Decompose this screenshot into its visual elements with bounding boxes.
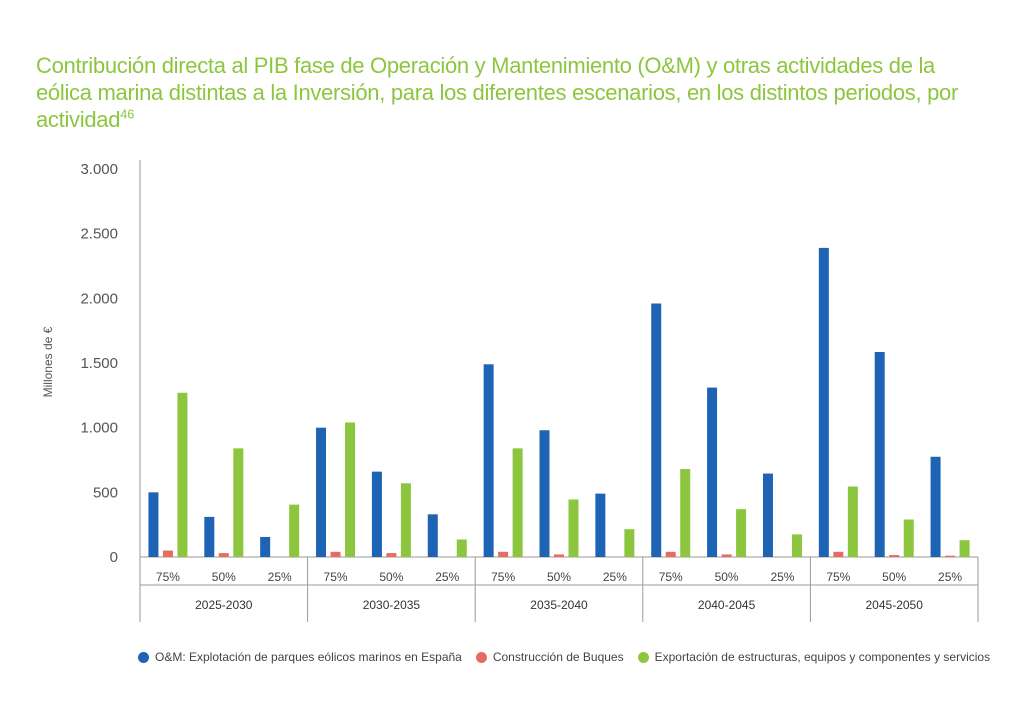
chart-title: Contribución directa al PIB fase de Oper… bbox=[36, 52, 996, 133]
scenario-label: 50% bbox=[379, 570, 403, 584]
legend: O&M: Explotación de parques eólicos mari… bbox=[138, 650, 1004, 664]
bar-buques bbox=[945, 555, 956, 557]
bar-exportacion bbox=[400, 483, 411, 557]
bar-exportacion bbox=[791, 534, 802, 557]
legend-item: Construcción de Buques bbox=[475, 650, 624, 664]
y-tick-label: 2.500 bbox=[80, 226, 118, 243]
y-tick-label: 0 bbox=[110, 549, 118, 566]
bar-om bbox=[316, 427, 327, 557]
scenario-label: 50% bbox=[212, 570, 236, 584]
scenario-label: 75% bbox=[156, 570, 180, 584]
scenario-label: 75% bbox=[826, 570, 850, 584]
bar-exportacion bbox=[959, 540, 970, 557]
bar-om bbox=[483, 364, 494, 557]
group-label: 2045-2050 bbox=[866, 598, 924, 612]
scenario-label: 50% bbox=[715, 570, 739, 584]
y-tick-label: 1.500 bbox=[80, 355, 118, 372]
y-tick-label: 1.000 bbox=[80, 420, 118, 437]
bar-exportacion bbox=[289, 504, 300, 557]
bar-buques bbox=[889, 555, 900, 557]
legend-marker bbox=[637, 651, 649, 663]
group-label: 2025-2030 bbox=[195, 598, 253, 612]
legend-marker bbox=[138, 651, 149, 663]
legend-item: Exportación de estructuras, equipos y co… bbox=[637, 650, 991, 664]
bar-buques bbox=[330, 551, 341, 557]
legend-label: O&M: Explotación de parques eólicos mari… bbox=[155, 650, 462, 664]
scenario-label: 75% bbox=[491, 570, 515, 584]
bar-buques bbox=[721, 554, 732, 557]
bar-om bbox=[818, 247, 829, 558]
y-axis-ticks: 0 500 1.000 1.500 2.000 2.500 3.000 bbox=[80, 161, 118, 566]
y-tick-label: 2.000 bbox=[80, 290, 118, 307]
scenario-label: 25% bbox=[603, 570, 627, 584]
y-tick-label: 3.000 bbox=[80, 161, 118, 178]
bar-om bbox=[874, 352, 885, 557]
bar-om bbox=[707, 387, 718, 557]
bar-exportacion bbox=[903, 519, 914, 557]
bar-exportacion bbox=[456, 539, 467, 557]
bar-chart: 0 500 1.000 1.500 2.000 2.500 3.000 Millones d… bbox=[41, 160, 979, 622]
bar-exportacion bbox=[233, 448, 244, 557]
bar-buques bbox=[218, 553, 229, 557]
scenario-label: 75% bbox=[659, 570, 683, 584]
bar-om bbox=[148, 492, 159, 557]
group-label: 2040-2045 bbox=[698, 598, 756, 612]
y-tick-label: 500 bbox=[93, 484, 118, 501]
legend-item: O&M: Explotación de parques eólicos mari… bbox=[138, 650, 462, 664]
bar-om bbox=[930, 456, 941, 557]
scenario-label: 25% bbox=[770, 570, 794, 584]
title-footnote: 46 bbox=[120, 106, 135, 122]
bar-exportacion bbox=[680, 469, 691, 557]
bar-buques bbox=[498, 551, 509, 557]
legend-label: Construcción de Buques bbox=[492, 650, 624, 664]
bar-om bbox=[651, 303, 662, 557]
scenario-label: 50% bbox=[547, 570, 571, 584]
bar-exportacion bbox=[568, 499, 579, 557]
chart-title-text: Contribución directa al PIB fase de Oper… bbox=[36, 53, 959, 132]
scenario-label: 75% bbox=[324, 570, 348, 584]
legend-marker bbox=[475, 651, 487, 663]
group-label: 2030-2035 bbox=[363, 598, 421, 612]
x-axis-labels: 2025-2030 75% 50% 25% 2030-2035 75% 50% 25% 2035… bbox=[156, 570, 962, 612]
bar-exportacion bbox=[345, 422, 356, 557]
bar-exportacion bbox=[624, 529, 635, 557]
bar-exportacion bbox=[512, 448, 523, 557]
group-label: 2035-2040 bbox=[530, 598, 588, 612]
legend-label: Exportación de estructuras, equipos y co… bbox=[654, 650, 991, 664]
scenario-label: 25% bbox=[268, 570, 292, 584]
bar-om bbox=[371, 471, 382, 557]
bar-buques bbox=[833, 551, 844, 557]
y-axis-label: Millones de € bbox=[41, 326, 55, 397]
bar-exportacion bbox=[736, 509, 747, 557]
scenario-label: 25% bbox=[938, 570, 962, 584]
bar-exportacion bbox=[847, 486, 858, 557]
bar-om bbox=[204, 516, 215, 557]
bars bbox=[148, 247, 970, 558]
scenario-label: 25% bbox=[435, 570, 459, 584]
bar-buques bbox=[162, 550, 173, 557]
scenario-label: 50% bbox=[882, 570, 906, 584]
bar-om bbox=[260, 536, 271, 557]
bar-om bbox=[595, 493, 606, 557]
bar-om bbox=[427, 514, 438, 557]
bar-buques bbox=[386, 553, 397, 557]
bar-om bbox=[762, 473, 773, 557]
bar-buques bbox=[665, 551, 676, 557]
bar-buques bbox=[554, 554, 564, 557]
bar-om bbox=[539, 430, 550, 557]
bar-exportacion bbox=[177, 392, 188, 557]
